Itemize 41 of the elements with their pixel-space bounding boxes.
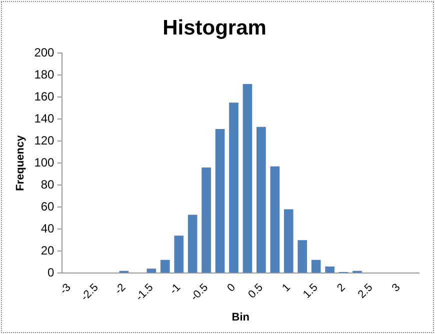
- bar: [284, 209, 294, 273]
- y-tick-label: 0: [48, 265, 55, 280]
- y-tick-label: 160: [34, 89, 55, 104]
- x-tick-label: -0.5: [188, 282, 211, 304]
- x-tick-label: 3: [390, 282, 403, 294]
- y-axis-title: Frequency: [14, 134, 27, 191]
- x-tick-label: -2.5: [78, 282, 101, 304]
- bar: [160, 260, 170, 273]
- y-tick-label: 40: [40, 221, 55, 236]
- x-tick-label: -2: [112, 282, 128, 297]
- bar: [188, 214, 198, 273]
- bar: [174, 236, 184, 273]
- y-tick-label: 100: [34, 155, 55, 170]
- chart-title: Histogram: [162, 16, 266, 40]
- bar: [298, 240, 308, 273]
- x-tick-label: -1: [168, 282, 184, 297]
- bar: [270, 166, 280, 273]
- y-tick-label: 80: [40, 177, 55, 192]
- x-tick-label: 2.5: [356, 282, 376, 301]
- x-tick-label: 1.5: [301, 282, 320, 301]
- bar: [311, 260, 321, 273]
- bar: [215, 129, 225, 273]
- x-tick-label: -1.5: [134, 282, 156, 304]
- y-tick-label: 180: [34, 68, 55, 82]
- y-tick-label: 20: [40, 243, 55, 258]
- y-tick-label: 60: [40, 199, 55, 214]
- bar: [325, 266, 334, 273]
- y-tick-label: 140: [34, 111, 55, 126]
- x-tick-label: 1: [280, 282, 293, 294]
- y-tick-label: 120: [34, 133, 55, 148]
- x-tick-label: 2: [334, 282, 348, 294]
- bar: [146, 268, 156, 273]
- bar: [202, 168, 211, 273]
- x-tick-label: 0: [225, 282, 238, 294]
- bar: [242, 84, 252, 273]
- x-tick-label: 0.5: [246, 282, 266, 301]
- y-tick-label: 200: [34, 46, 55, 60]
- x-tick-label: -3: [58, 282, 74, 297]
- x-axis-title: Bin: [232, 311, 250, 324]
- bar: [229, 102, 238, 273]
- bar: [256, 126, 266, 273]
